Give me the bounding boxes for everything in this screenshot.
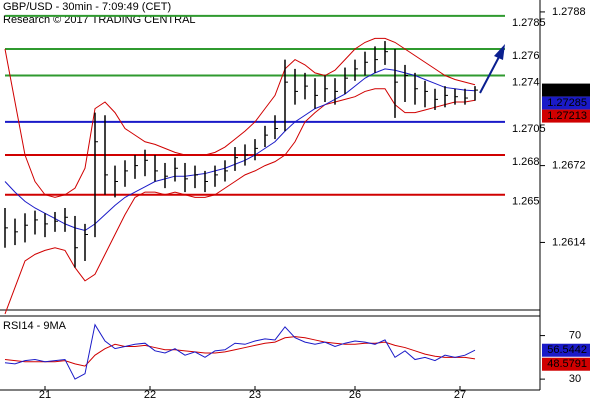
last-price: 1.2729 bbox=[553, 84, 587, 96]
moving-average bbox=[4, 68, 476, 232]
rsi-value-box bbox=[542, 343, 590, 357]
rsi-ma-value: 48.5791 bbox=[547, 358, 587, 370]
x-tick-label: 22 bbox=[144, 389, 156, 400]
level-label: 1.274 bbox=[512, 76, 540, 88]
x-tick-label: 26 bbox=[349, 389, 361, 400]
bollinger-upper bbox=[4, 37, 476, 198]
chart-subtitle: Research © 2017 TRADING CENTRAL bbox=[3, 14, 196, 26]
level-label: 1.276 bbox=[512, 50, 540, 62]
rsi-tick-label: 70 bbox=[569, 329, 581, 341]
x-tick-label: 23 bbox=[249, 389, 261, 400]
ma-value-box bbox=[542, 96, 590, 110]
rsi-tick-label: 30 bbox=[569, 373, 581, 385]
band-value: 1.27213 bbox=[547, 110, 587, 122]
level-label: 1.2705 bbox=[512, 123, 546, 135]
rsi-value: 56.5442 bbox=[547, 344, 587, 356]
rsi-ma-value-box bbox=[542, 357, 590, 371]
rsi-ma bbox=[4, 336, 476, 367]
y-tick-label: 1.2614 bbox=[552, 236, 586, 248]
level-label: 1.2785 bbox=[512, 17, 546, 29]
y-tick-label: 1.2672 bbox=[552, 160, 586, 172]
x-tick-label: 21 bbox=[39, 389, 51, 400]
ma-value: 1.27285 bbox=[547, 97, 587, 109]
arrow-shaft bbox=[479, 54, 501, 94]
level-label: 1.265 bbox=[512, 196, 540, 208]
rsi-line bbox=[4, 323, 476, 380]
band-value-box bbox=[542, 109, 590, 123]
last-price-box bbox=[542, 83, 590, 97]
x-tick-label: 27 bbox=[454, 389, 466, 400]
forecast-arrow bbox=[479, 44, 505, 94]
chart-title: GBP/USD - 30min - 7:09:49 (CET) bbox=[3, 1, 171, 13]
level-label: 1.268 bbox=[512, 156, 540, 168]
y-tick-label: 1.2788 bbox=[552, 6, 586, 18]
bollinger-lower bbox=[4, 88, 476, 315]
rsi-title: RSI14 - 9MA bbox=[3, 320, 67, 332]
arrow-head bbox=[494, 44, 505, 60]
